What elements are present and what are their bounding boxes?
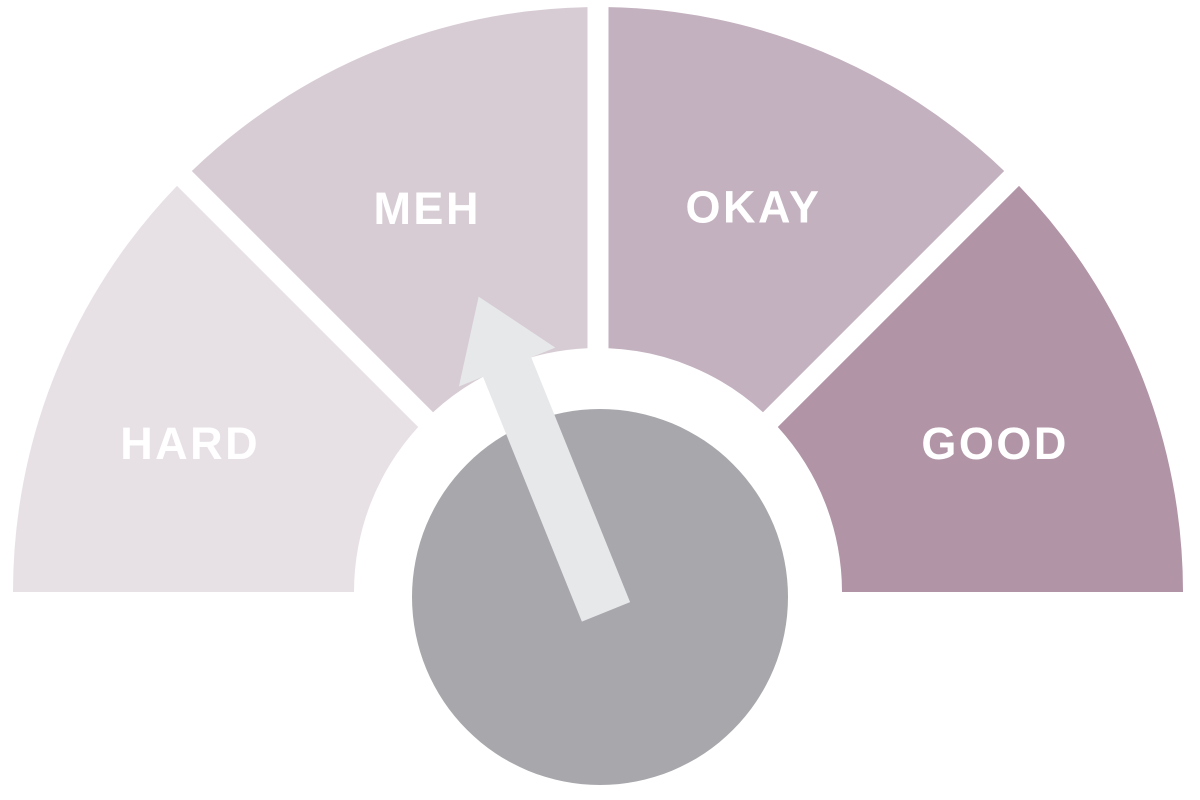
needle-arrow: [458, 296, 631, 622]
gauge-segment-label-good: GOOD: [921, 418, 1069, 469]
gauge-segment-good: [777, 185, 1183, 592]
gauge-segment-okay: [608, 7, 1005, 413]
gauge-segment-hard: [13, 185, 419, 592]
gauge-segment-label-meh: MEH: [373, 183, 481, 234]
gauge-segment-label-okay: OKAY: [686, 182, 822, 233]
gauge-segment-label-hard: HARD: [120, 418, 260, 469]
